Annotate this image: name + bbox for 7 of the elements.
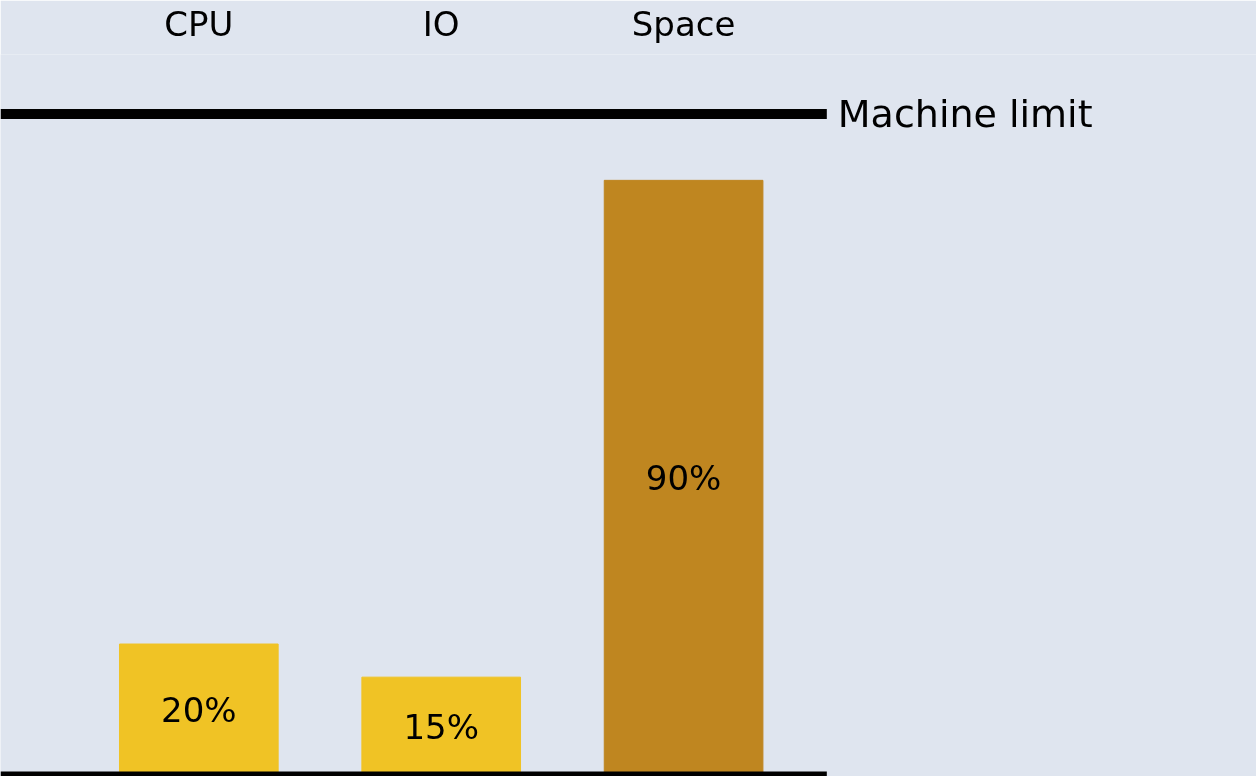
data-label: 90% — [645, 458, 722, 499]
x-tick-label: CPU — [164, 3, 234, 44]
x-tick-label: Space — [631, 3, 736, 44]
ref-line-label: Machine limit — [837, 92, 1093, 137]
data-label: 20% — [161, 690, 237, 731]
x-tick-label: IO — [422, 3, 460, 44]
data-label: 15% — [403, 706, 479, 747]
